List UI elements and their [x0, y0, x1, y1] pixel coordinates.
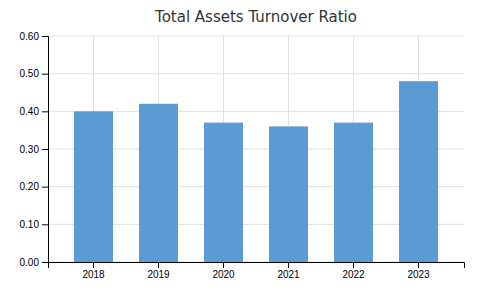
tick-label: 2023: [407, 269, 430, 280]
tick-mark: [42, 111, 48, 112]
tick-mark: [353, 262, 354, 268]
tick-label: 0.40: [20, 106, 40, 117]
tick-mark: [42, 36, 48, 37]
y-tick: 0.20: [20, 181, 48, 192]
x-tick: 2023: [407, 262, 430, 280]
tick-mark: [42, 187, 48, 188]
bar: [334, 123, 373, 262]
tick-mark: [42, 149, 48, 150]
tick-label: 2022: [342, 269, 365, 280]
title: Total Assets Turnover Ratio: [154, 8, 357, 26]
x-tick: 2019: [147, 262, 170, 280]
bars: [74, 81, 438, 262]
bar: [139, 104, 178, 262]
y-tick: 0.50: [20, 68, 48, 79]
y-tick: 0.40: [20, 106, 48, 117]
tick-label: 0.50: [20, 68, 40, 79]
tick-label: 2020: [212, 269, 235, 280]
tick-label: 2018: [82, 269, 105, 280]
tick-mark: [223, 262, 224, 268]
bar: [269, 126, 308, 262]
y-axis: 0.00 0.10 0.20 0.30 0.40 0.50 0.60: [20, 31, 49, 268]
tick-mark: [158, 262, 159, 268]
x-tick: 2018: [82, 262, 105, 280]
axis-domain: [42, 37, 49, 263]
y-tick: 0.00: [20, 257, 48, 268]
tick-label: 0.20: [20, 181, 40, 192]
bar: [204, 123, 243, 262]
grid: [48, 36, 464, 262]
tick-label: 0.30: [20, 144, 40, 155]
chart: 0.00 0.10 0.20 0.30 0.40 0.50 0.60 2018 2019 2020…: [0, 0, 480, 290]
axis-domain: [49, 263, 465, 269]
tick-mark: [288, 262, 289, 268]
tick-mark: [42, 262, 48, 263]
x-axis: 2018 2019 2020 2021 2022 2023: [49, 262, 465, 280]
tick-mark: [93, 262, 94, 268]
tick-label: 0.60: [20, 31, 40, 42]
tick-label: 0.10: [20, 219, 40, 230]
bar: [74, 111, 113, 262]
grid-line-y: [48, 36, 464, 37]
tick-mark: [418, 262, 419, 268]
grid-line-y: [48, 73, 464, 74]
x-tick: 2020: [212, 262, 235, 280]
x-tick: 2022: [342, 262, 365, 280]
tick-mark: [42, 74, 48, 75]
y-tick: 0.60: [20, 31, 48, 42]
tick-label: 2019: [147, 269, 170, 280]
tick-mark: [42, 224, 48, 225]
y-tick: 0.10: [20, 219, 48, 230]
tick-label: 2021: [277, 269, 300, 280]
y-tick: 0.30: [20, 144, 48, 155]
plot-area: 0.00 0.10 0.20 0.30 0.40 0.50 0.60 2018 2019 2020…: [20, 31, 465, 280]
x-tick: 2021: [277, 262, 300, 280]
tick-label: 0.00: [20, 257, 40, 268]
bar: [399, 81, 438, 262]
